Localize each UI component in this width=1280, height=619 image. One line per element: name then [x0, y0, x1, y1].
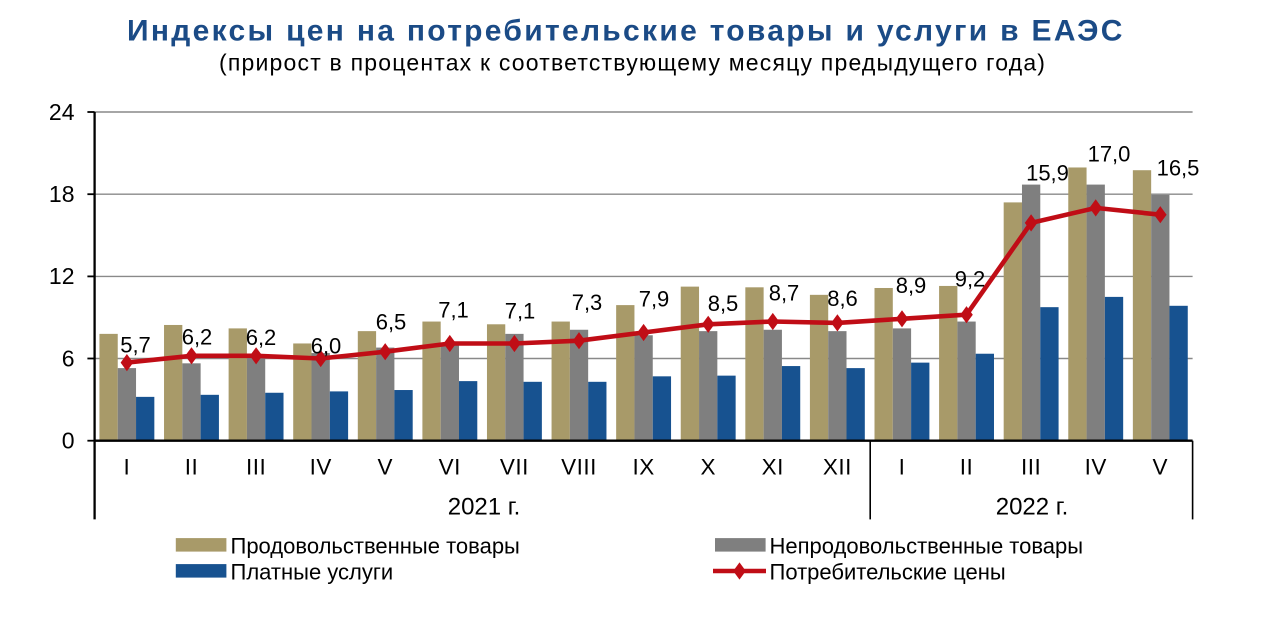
svg-text:V: V: [1153, 455, 1169, 480]
svg-text:I: I: [899, 455, 906, 480]
svg-text:IV: IV: [310, 455, 332, 480]
svg-text:III: III: [1021, 455, 1041, 480]
svg-text:2021 г.: 2021 г.: [448, 494, 521, 521]
svg-text:II: II: [960, 455, 974, 480]
svg-text:8,6: 8,6: [827, 286, 858, 311]
svg-text:7,1: 7,1: [438, 298, 469, 323]
svg-text:6,2: 6,2: [182, 325, 213, 350]
svg-text:X: X: [700, 455, 716, 480]
svg-text:Платные услуги: Платные услуги: [231, 560, 394, 585]
svg-text:IV: IV: [1085, 455, 1107, 480]
svg-text:6: 6: [62, 345, 75, 371]
svg-text:III: III: [246, 455, 266, 480]
svg-text:6,0: 6,0: [311, 334, 342, 359]
svg-text:VI: VI: [439, 455, 461, 480]
svg-text:8,7: 8,7: [769, 281, 800, 306]
svg-text:7,1: 7,1: [505, 299, 536, 324]
svg-text:17,0: 17,0: [1088, 142, 1131, 167]
svg-text:12: 12: [49, 263, 75, 289]
svg-text:VIII: VIII: [561, 455, 597, 480]
svg-text:Индексы цен на потребительские: Индексы цен на потребительские товары и …: [127, 14, 1125, 47]
svg-text:I: I: [124, 455, 131, 480]
svg-text:6,5: 6,5: [376, 310, 407, 335]
svg-text:6,2: 6,2: [246, 325, 277, 350]
svg-text:Непродовольственные товары: Непродовольственные товары: [770, 534, 1084, 559]
svg-text:15,9: 15,9: [1026, 161, 1069, 186]
svg-text:8,5: 8,5: [708, 291, 739, 316]
svg-text:XI: XI: [762, 455, 784, 480]
svg-text:8,9: 8,9: [896, 273, 927, 298]
svg-text:9,2: 9,2: [955, 267, 986, 292]
svg-text:V: V: [377, 455, 393, 480]
svg-text:0: 0: [62, 428, 75, 454]
svg-text:7,3: 7,3: [572, 290, 603, 315]
svg-text:II: II: [185, 455, 199, 480]
svg-text:Продовольственные товары: Продовольственные товары: [231, 534, 520, 559]
svg-text:(прирост в процентах к соответ: (прирост в процентах к соответствующему …: [219, 49, 1046, 75]
svg-text:2022 г.: 2022 г.: [996, 494, 1069, 521]
svg-text:Потребительские цены: Потребительские цены: [770, 560, 1006, 585]
svg-text:18: 18: [49, 181, 75, 207]
svg-text:IX: IX: [632, 455, 654, 480]
svg-text:16,5: 16,5: [1157, 156, 1200, 181]
svg-text:24: 24: [49, 99, 75, 125]
svg-text:7,9: 7,9: [639, 287, 670, 312]
svg-text:VII: VII: [500, 455, 529, 480]
svg-text:5,7: 5,7: [120, 333, 151, 358]
svg-text:XII: XII: [823, 455, 852, 480]
